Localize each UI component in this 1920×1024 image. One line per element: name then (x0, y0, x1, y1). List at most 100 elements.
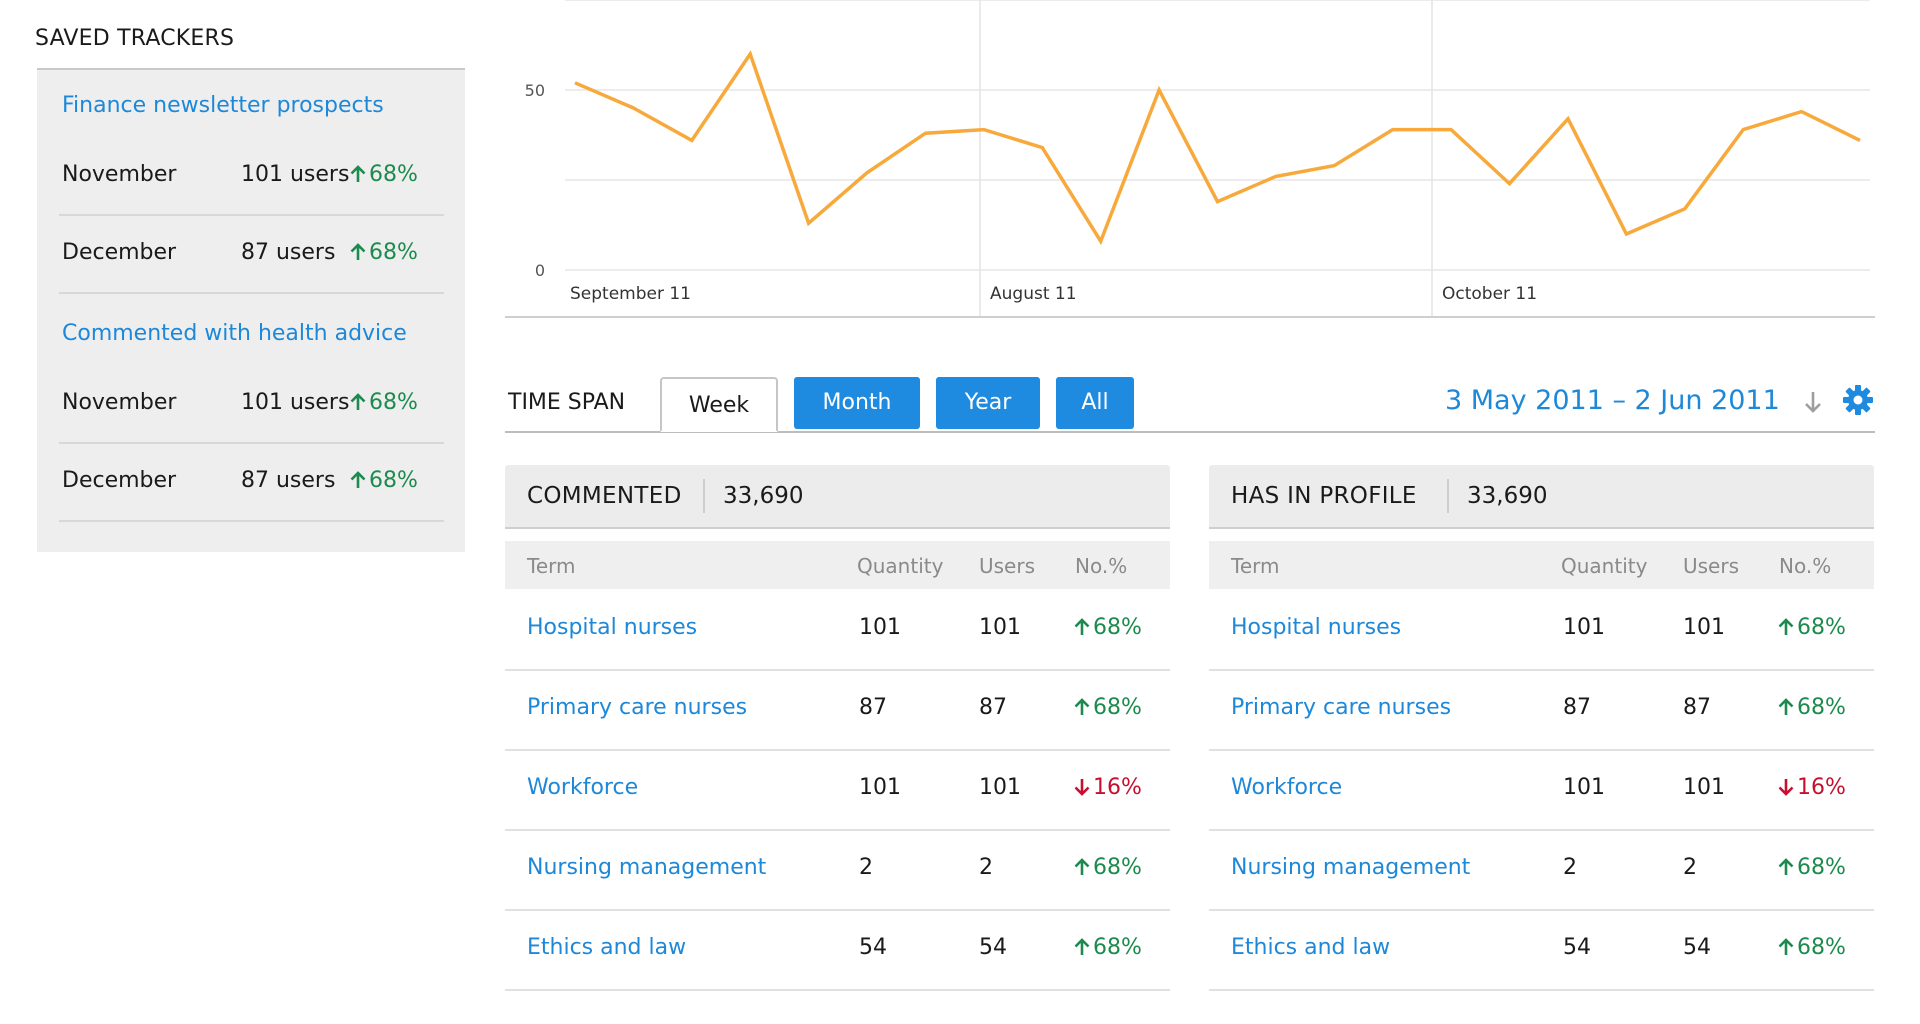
arrow-up-icon (1778, 698, 1794, 715)
tracker-month: December (62, 240, 177, 265)
table-header: COMMENTED 33,690 (505, 465, 1170, 529)
table-row: Workforce 101 101 16% (1209, 751, 1874, 831)
pct-cell: 68% (1073, 935, 1142, 960)
col-users: Users (1683, 554, 1740, 578)
quantity-cell: 2 (859, 855, 873, 880)
tracker-trend: 68% (349, 390, 418, 415)
table-row: Ethics and law 54 54 68% (1209, 911, 1874, 991)
time-span-label: TIME SPAN (508, 390, 626, 415)
arrow-up-icon (350, 165, 366, 182)
term-link[interactable]: Ethics and law (1231, 935, 1391, 960)
tracker-row: November 101 users 68% (59, 366, 444, 444)
arrow-up-icon (350, 243, 366, 260)
has-in-profile-table: HAS IN PROFILE 33,690 Term Quantity User… (1209, 465, 1874, 991)
tracker-month: December (62, 468, 177, 493)
pct-value: 68% (1093, 695, 1142, 720)
pct-cell: 68% (1777, 855, 1846, 880)
quantity-cell: 87 (859, 695, 887, 720)
date-range-picker[interactable]: 3 May 2011 – 2 Jun 2011 (1445, 385, 1780, 416)
header-separator (1447, 479, 1449, 513)
col-pct: No.% (1075, 554, 1128, 578)
y-tick-label: 0 (535, 261, 545, 280)
table-row: Hospital nurses 101 101 68% (1209, 591, 1874, 671)
table-row: Nursing management 2 2 68% (505, 831, 1170, 911)
tabs-baseline (505, 431, 1875, 433)
table-body: Hospital nurses 101 101 68% Primary care… (1209, 591, 1874, 991)
term-link[interactable]: Primary care nurses (527, 695, 748, 720)
tracker-trend: 68% (349, 240, 418, 265)
users-cell: 101 (979, 775, 1021, 800)
activity-line-chart: 0 50 September 11 August 11 October 11 (525, 0, 1870, 316)
users-cell: 101 (1683, 775, 1725, 800)
term-link[interactable]: Hospital nurses (1231, 615, 1402, 640)
users-cell: 2 (1683, 855, 1697, 880)
arrow-up-icon (1074, 858, 1090, 875)
term-link[interactable]: Nursing management (1231, 855, 1471, 880)
pct-value: 68% (1093, 855, 1142, 880)
table-total: 33,690 (1467, 483, 1548, 509)
tab-month[interactable]: Month (794, 377, 920, 429)
term-link[interactable]: Nursing management (527, 855, 767, 880)
tracker-trend-value: 68% (369, 468, 418, 493)
pct-value: 68% (1797, 615, 1846, 640)
table-body: Hospital nurses 101 101 68% Primary care… (505, 591, 1170, 991)
header-separator (703, 479, 705, 513)
term-link[interactable]: Primary care nurses (1231, 695, 1452, 720)
users-cell: 101 (979, 615, 1021, 640)
pct-cell: 68% (1073, 695, 1142, 720)
table-row: Primary care nurses 87 87 68% (505, 671, 1170, 751)
users-cell: 87 (1683, 695, 1711, 720)
arrow-up-icon (350, 471, 366, 488)
term-link[interactable]: Hospital nurses (527, 615, 698, 640)
col-pct: No.% (1779, 554, 1832, 578)
users-cell: 54 (1683, 935, 1711, 960)
sidebar-title: SAVED TRACKERS (35, 26, 235, 51)
tab-year[interactable]: Year (936, 377, 1040, 429)
term-link[interactable]: Ethics and law (527, 935, 687, 960)
pct-cell: 68% (1777, 615, 1846, 640)
tab-all[interactable]: All (1056, 377, 1134, 429)
tracker-month: November (62, 162, 177, 187)
users-cell: 54 (979, 935, 1007, 960)
pct-value: 68% (1797, 695, 1846, 720)
pct-cell: 68% (1777, 935, 1846, 960)
tracker-title-finance[interactable]: Finance newsletter prospects (62, 93, 384, 118)
quantity-cell: 101 (859, 775, 901, 800)
arrow-up-icon (350, 393, 366, 410)
col-quantity: Quantity (857, 554, 944, 578)
download-arrow-icon[interactable] (1802, 389, 1824, 415)
pct-cell: 16% (1073, 775, 1142, 800)
gear-icon[interactable] (1842, 384, 1874, 416)
column-headers: Term Quantity Users No.% (1209, 541, 1874, 589)
x-tick-label: September 11 (570, 284, 691, 304)
arrow-up-icon (1778, 938, 1794, 955)
pct-cell: 16% (1777, 775, 1846, 800)
arrow-up-icon (1074, 618, 1090, 635)
tracker-row: December 87 users 68% (59, 216, 444, 294)
tracker-users: 101 users (241, 162, 350, 187)
term-link[interactable]: Workforce (1231, 775, 1343, 800)
pct-value: 68% (1797, 855, 1846, 880)
pct-cell: 68% (1073, 615, 1142, 640)
tracker-row: November 101 users 68% (59, 138, 444, 216)
tab-week[interactable]: Week (660, 377, 778, 432)
table-total: 33,690 (723, 483, 804, 509)
term-link[interactable]: Workforce (527, 775, 639, 800)
tracker-trend-value: 68% (369, 390, 418, 415)
arrow-down-icon (1074, 779, 1090, 796)
pct-value: 68% (1797, 935, 1846, 960)
pct-cell: 68% (1073, 855, 1142, 880)
table-row: Workforce 101 101 16% (505, 751, 1170, 831)
arrow-up-icon (1778, 618, 1794, 635)
saved-trackers-panel: Finance newsletter prospects November 10… (37, 68, 465, 552)
arrow-up-icon (1074, 698, 1090, 715)
table-row: Hospital nurses 101 101 68% (505, 591, 1170, 671)
arrow-up-icon (1074, 938, 1090, 955)
tracker-trend-value: 68% (369, 162, 418, 187)
arrow-up-icon (1778, 858, 1794, 875)
col-quantity: Quantity (1561, 554, 1648, 578)
tracker-title-health[interactable]: Commented with health advice (62, 321, 407, 346)
quantity-cell: 101 (1563, 775, 1605, 800)
table-title: COMMENTED (527, 483, 682, 509)
pct-cell: 68% (1777, 695, 1846, 720)
